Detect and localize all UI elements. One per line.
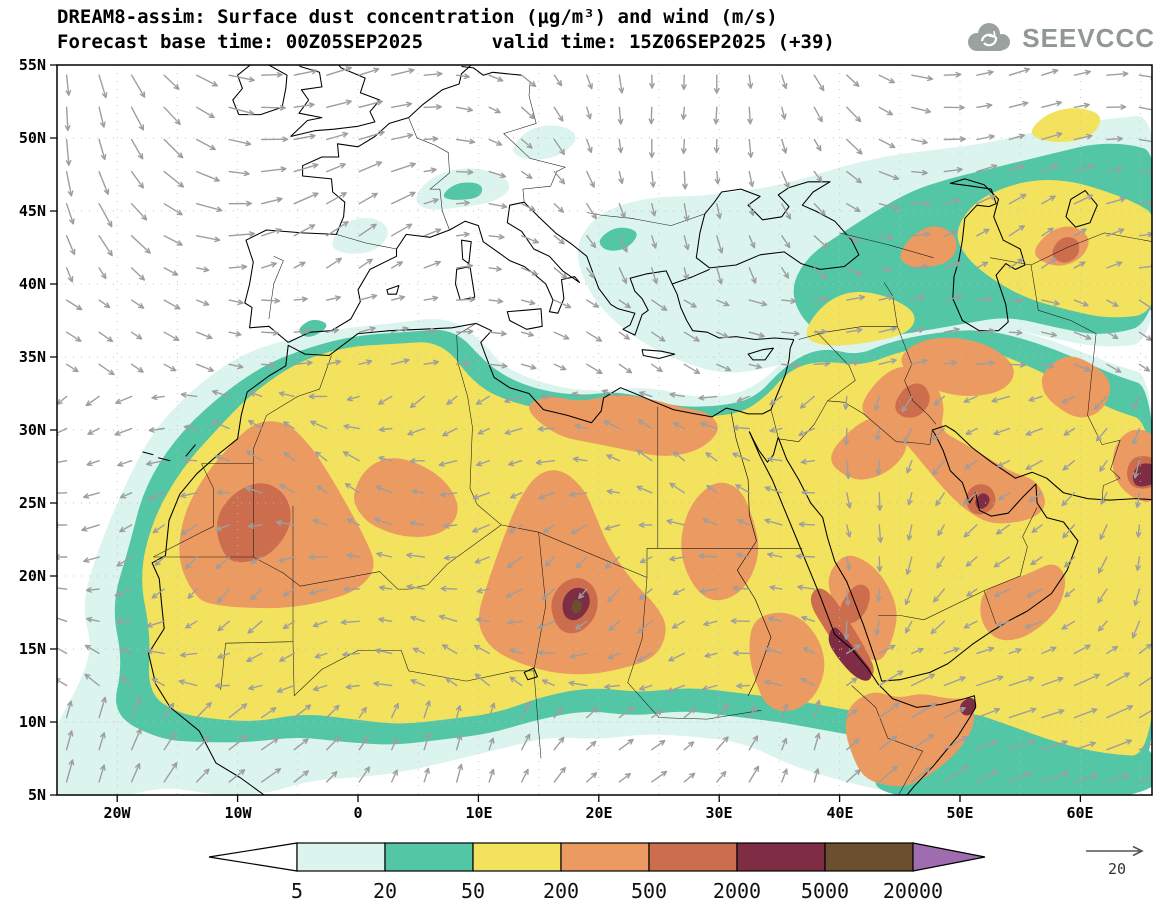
lat-label: 30N <box>19 421 46 439</box>
colorbar-segment <box>824 842 914 872</box>
lon-label: 20E <box>585 804 612 822</box>
wind-reference: 20 <box>1086 845 1144 878</box>
colorbar-segment <box>648 842 738 872</box>
colorbar-segment <box>560 842 650 872</box>
lat-label: 10N <box>19 713 46 731</box>
lon-label: 30E <box>705 804 732 822</box>
colorbar-above-arrow <box>912 842 986 872</box>
chart-subtitle: Forecast base time: 00Z05SEP2025 valid t… <box>57 31 835 53</box>
colorbar-segment <box>296 842 386 872</box>
lat-label: 20N <box>19 567 46 585</box>
colorbar-label: 50 <box>461 879 485 903</box>
country-border-layer <box>153 81 1152 795</box>
lon-label: 0 <box>353 804 362 822</box>
colorbar-segment <box>472 842 562 872</box>
lat-label: 5N <box>28 786 46 804</box>
chart-header: DREAM8-assim: Surface dust concentration… <box>57 5 835 55</box>
reference-arrow-label: 20 <box>1108 860 1126 878</box>
reference-arrow-icon <box>1086 845 1144 857</box>
longitude-axis: 20W 10W 0 10E 20E 30E 40E 50E 60E <box>103 804 1093 822</box>
lat-label: 50N <box>19 129 46 147</box>
seevccc-logo: SEEVCCC <box>962 20 1155 56</box>
wind-vector-layer <box>57 66 1152 783</box>
colorbar-label: 20000 <box>883 879 943 903</box>
cloud-icon <box>968 23 1011 51</box>
colorbar-label: 5 <box>291 879 303 903</box>
coastline-layer <box>142 65 1152 795</box>
colorbar-legend: 5 20 50 200 500 2000 5000 20000 <box>208 842 986 903</box>
logo-text: SEEVCCC <box>1022 22 1155 53</box>
colorbar-below-arrow <box>208 842 298 872</box>
lat-label: 45N <box>19 202 46 220</box>
latitude-axis: 55N 50N 45N 40N 35N 30N 25N 20N 15N 10N … <box>19 56 46 804</box>
lat-label: 35N <box>19 348 46 366</box>
colorbar-label: 500 <box>631 879 667 903</box>
colorbar-label: 2000 <box>713 879 761 903</box>
axis-ticks <box>50 64 1082 802</box>
colorbar-label: 5000 <box>801 879 849 903</box>
lat-label: 15N <box>19 640 46 658</box>
lon-label: 10E <box>465 804 492 822</box>
lon-label: 50E <box>946 804 973 822</box>
lat-label: 40N <box>19 275 46 293</box>
lon-label: 40E <box>826 804 853 822</box>
colorbar-segment <box>384 842 474 872</box>
chart-title: DREAM8-assim: Surface dust concentration… <box>57 6 778 28</box>
lat-label: 55N <box>19 56 46 74</box>
colorbar-label: 20 <box>373 879 397 903</box>
colorbar-segment <box>736 842 826 872</box>
lon-label: 10W <box>224 804 252 822</box>
lon-label: 20W <box>103 804 131 822</box>
lon-label: 60E <box>1066 804 1093 822</box>
lat-label: 25N <box>19 494 46 512</box>
colorbar-label: 200 <box>543 879 579 903</box>
graticule-layer <box>57 65 1152 795</box>
